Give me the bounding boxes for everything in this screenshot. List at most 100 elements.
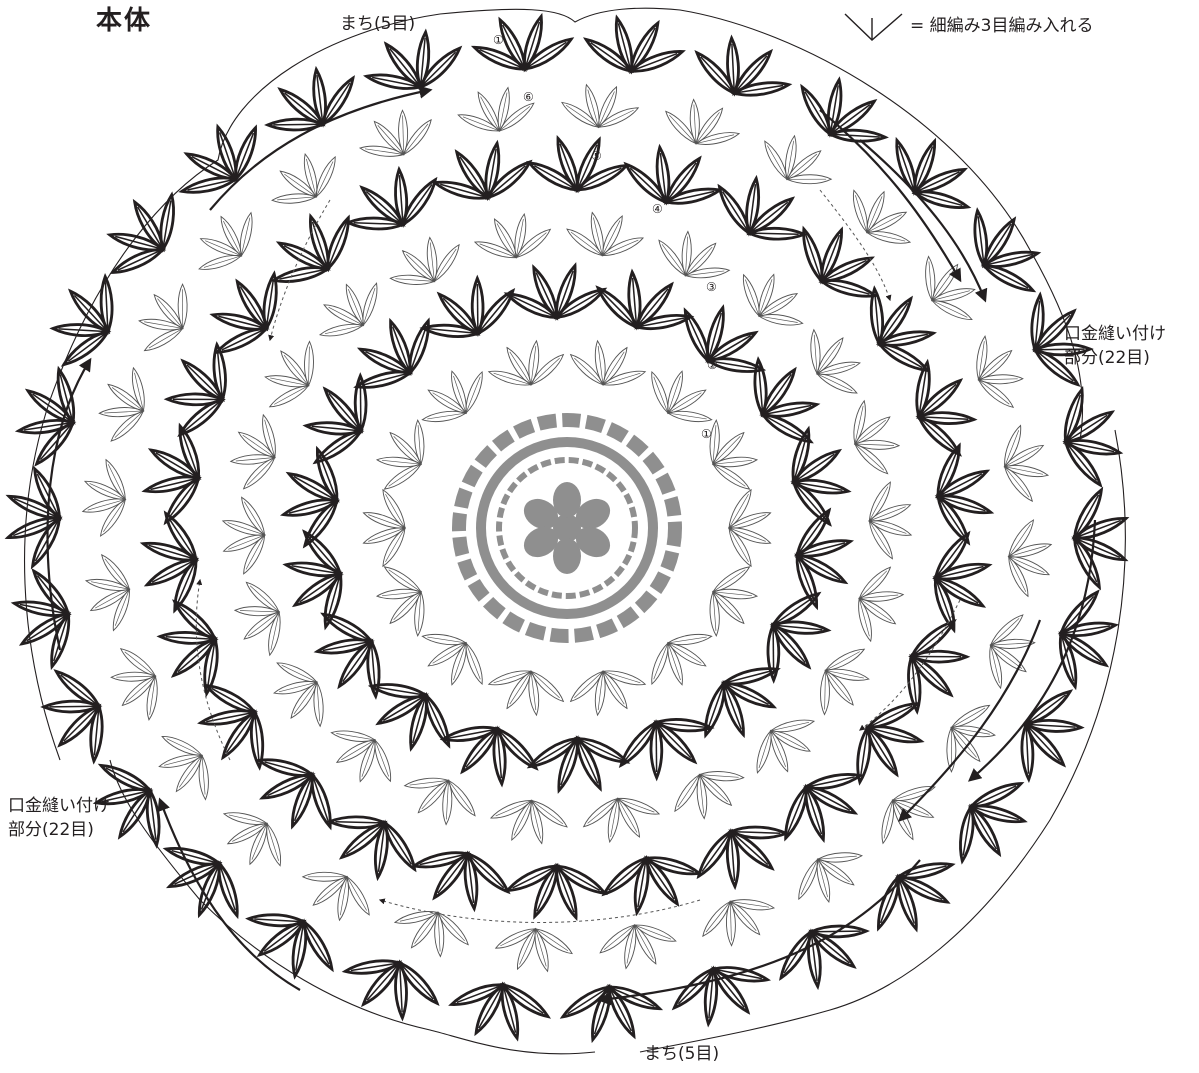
stitch-fan — [563, 658, 652, 722]
stitch-fan — [482, 334, 571, 398]
stitch-fan — [562, 208, 648, 264]
stitch-fan — [81, 549, 140, 636]
stitch-fan — [725, 257, 817, 345]
stitch-fan — [692, 409, 769, 502]
stitch-fan — [683, 805, 800, 902]
stitch-fan — [148, 589, 236, 705]
stitch-fan — [923, 527, 995, 637]
round-6: ⑥ — [523, 90, 534, 104]
stitch-fan — [334, 154, 451, 251]
round-1-inner: ① — [701, 427, 712, 441]
stitch-fan — [426, 135, 538, 213]
diagram-title: 本体 — [96, 6, 153, 36]
stitch-fan — [647, 220, 740, 295]
stitch-fan — [580, 12, 689, 82]
stitch-fan — [182, 197, 271, 288]
stitch-fan — [221, 494, 270, 576]
stitch-fan — [251, 329, 333, 423]
round-5: ⑤ — [591, 149, 602, 163]
stitch-fan — [874, 119, 988, 231]
stitch-fan — [784, 62, 902, 165]
stitch-fan — [232, 891, 350, 994]
stitch-fan — [951, 193, 1057, 310]
stitch-fan — [252, 53, 370, 153]
round-1-top: ① — [493, 33, 504, 47]
stitch-fan — [314, 794, 432, 895]
stitch-fan — [365, 554, 442, 647]
stitch-fan — [299, 596, 403, 713]
stitch-fan — [595, 843, 707, 921]
stitch-fan — [10, 361, 90, 474]
stitch-fan — [362, 487, 409, 568]
stitch-fan — [7, 563, 83, 674]
stitch-fan — [691, 883, 784, 956]
stitch-fan — [594, 915, 681, 974]
stitch-fan — [334, 942, 450, 1030]
stitch-fan — [100, 637, 173, 730]
stitch-fan — [504, 860, 608, 921]
clasp-label-right-line2: 部分(22目) — [1064, 348, 1150, 368]
round-2: ② — [707, 358, 718, 372]
stitch-fan — [778, 421, 857, 534]
stitch-fan — [702, 162, 820, 263]
stitch-fan — [558, 81, 642, 134]
stitch-fan — [146, 825, 260, 937]
stitch-fan — [259, 647, 343, 740]
stitch-fan — [239, 736, 353, 848]
stitch-fan — [144, 720, 229, 813]
v-three-stitch-symbol — [844, 13, 903, 41]
stitch-fan — [929, 441, 996, 548]
gusset-label-top: まち(5目) — [340, 14, 416, 34]
stitch-fan — [125, 272, 206, 366]
stitch-fan — [801, 634, 883, 728]
stitch-fan — [79, 456, 132, 540]
center-motif — [452, 413, 682, 643]
stitch-fan — [138, 508, 205, 615]
stitch-fan — [90, 360, 158, 451]
stitch-fan — [316, 711, 408, 799]
clasp-label-left-line2: 部分(22目) — [8, 820, 94, 840]
inner-arrows — [195, 189, 961, 923]
outer-boundary — [24, 7, 1126, 1055]
stitch-fan — [469, 12, 576, 78]
stitch-fan — [995, 420, 1054, 507]
stitch-fan — [482, 658, 571, 722]
stitch-fan — [365, 409, 442, 502]
stitch-fan — [563, 334, 652, 398]
stitch-fan — [656, 91, 747, 159]
stitch-fan — [1002, 516, 1055, 600]
stitch-fan — [492, 922, 576, 975]
stitch-fan — [684, 26, 800, 114]
stitch-fan — [782, 833, 875, 918]
stitch-fan — [387, 897, 478, 965]
stitch-fan — [845, 558, 911, 648]
stitch-fan — [1069, 487, 1129, 591]
stitch-fan — [960, 326, 1033, 419]
stitch-fan — [379, 225, 472, 303]
stitch-fan — [577, 788, 665, 848]
stitch-fan — [5, 466, 65, 570]
legend-text: = 細編み3目編み入れる — [910, 16, 1094, 36]
round-4: ④ — [652, 202, 663, 216]
stitch-fan — [226, 572, 295, 664]
stitch-fan — [258, 138, 351, 223]
stitch-fan — [857, 840, 972, 951]
clasp-label-right-line1: 口金縫い付け — [1064, 324, 1166, 344]
stitch-fan — [526, 731, 631, 793]
stitch-fan — [304, 266, 396, 355]
round-3: ③ — [706, 280, 717, 294]
gusset-label-bottom: まち(5目) — [644, 1044, 720, 1064]
stitch-fan — [38, 263, 134, 380]
stitch-fan — [663, 950, 778, 1035]
clasp-label-left-line1: 口金縫い付け — [8, 796, 110, 816]
stitch-fan — [615, 137, 729, 220]
stitch-fan — [764, 903, 882, 1003]
stitch-fan — [864, 479, 913, 561]
stitch-fan — [277, 523, 356, 636]
stitch-fan — [781, 207, 895, 319]
stitch-fan — [839, 392, 908, 484]
stitch-fan — [738, 701, 830, 790]
stitch-fan — [404, 836, 518, 919]
stitch-fan — [394, 761, 487, 836]
